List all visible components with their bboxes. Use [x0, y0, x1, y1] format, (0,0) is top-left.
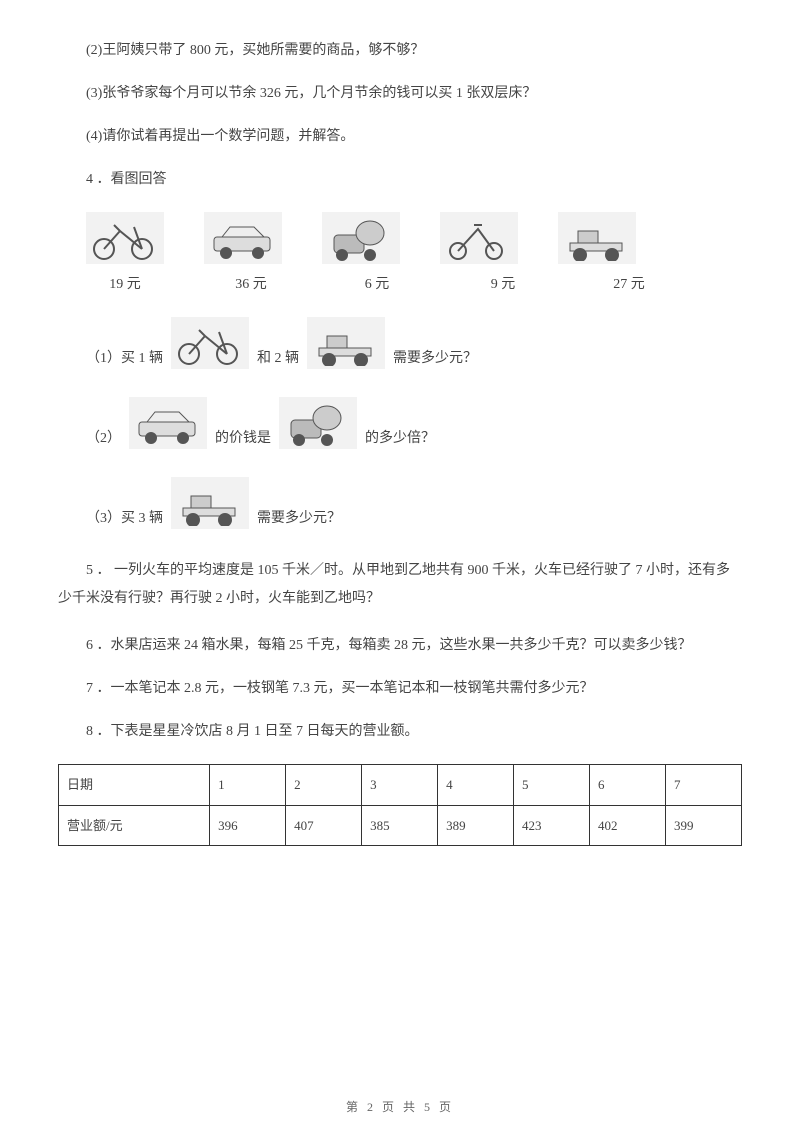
- table-cell: 407: [286, 805, 362, 846]
- sub-question-2: （2） 的价钱是 的多少倍？: [86, 397, 742, 449]
- sub2-prefix: （2）: [86, 428, 121, 449]
- table-cell: 396: [210, 805, 286, 846]
- table-cell: 营业额/元: [59, 805, 210, 846]
- sub1-prefix: （1）买 1 辆: [86, 348, 163, 369]
- table-cell: 423: [514, 805, 590, 846]
- table-row: 日期 1 2 3 4 5 6 7: [59, 765, 742, 806]
- table-cell: 399: [665, 805, 741, 846]
- table-cell: 1: [210, 765, 286, 806]
- question-4: (4)请你试着再提出一个数学问题，并解答。: [58, 126, 742, 147]
- table-cell: 日期: [59, 765, 210, 806]
- table-cell: 402: [590, 805, 666, 846]
- table-cell: 2: [286, 765, 362, 806]
- table-cell: 3: [362, 765, 438, 806]
- question-4-title: 4 ．看图回答: [58, 169, 742, 190]
- price-3: 6 元: [338, 274, 416, 295]
- table-cell: 4: [438, 765, 514, 806]
- table-cell: 385: [362, 805, 438, 846]
- toy-image-row: [86, 212, 742, 264]
- sub2-suffix: 的多少倍？: [365, 428, 435, 449]
- oldcar-icon: [558, 212, 636, 264]
- oldcar-icon: [171, 477, 249, 529]
- sub-question-3: （3）买 3 辆 需要多少元？: [86, 477, 742, 529]
- price-row: 19 元 36 元 6 元 9 元 27 元: [86, 274, 742, 295]
- table-cell: 389: [438, 805, 514, 846]
- bike-icon: [86, 212, 164, 264]
- price-2: 36 元: [212, 274, 290, 295]
- table-cell: 5: [514, 765, 590, 806]
- sub3-suffix: 需要多少元？: [257, 508, 341, 529]
- oldcar-icon: [307, 317, 385, 369]
- question-3: (3)张爷爷家每个月可以节余 326 元，几个月节余的钱可以买 1 张双层床？: [58, 83, 742, 104]
- sub1-suffix: 需要多少元？: [393, 348, 477, 369]
- dump-truck-icon: [322, 212, 400, 264]
- sub1-mid: 和 2 辆: [257, 348, 299, 369]
- question-8: 8 ．下表是星星冷饮店 8 月 1 日至 7 日每天的营业额。: [58, 721, 742, 742]
- price-1: 19 元: [86, 274, 164, 295]
- sub-question-1: （1）买 1 辆 和 2 辆 需要多少元？: [86, 317, 742, 369]
- bike-icon: [171, 317, 249, 369]
- page-footer: 第 2 页 共 5 页: [0, 1098, 800, 1116]
- sub3-prefix: （3）买 3 辆: [86, 508, 163, 529]
- dump-truck-icon: [279, 397, 357, 449]
- question-5: 5 ． 一列火车的平均速度是 105 千米／时。从甲地到乙地共有 900 千米，…: [58, 557, 742, 613]
- sales-table: 日期 1 2 3 4 5 6 7 营业额/元 396 407 385 389 4…: [58, 764, 742, 846]
- sub2-mid: 的价钱是: [215, 428, 271, 449]
- tricycle-icon: [440, 212, 518, 264]
- price-4: 9 元: [464, 274, 542, 295]
- car-icon: [129, 397, 207, 449]
- price-5: 27 元: [590, 274, 668, 295]
- table-cell: 6: [590, 765, 666, 806]
- question-7: 7 ．一本笔记本 2.8 元，一枝钢笔 7.3 元，买一本笔记本和一枝钢笔共需付…: [58, 678, 742, 699]
- table-cell: 7: [665, 765, 741, 806]
- car-icon: [204, 212, 282, 264]
- question-2: (2)王阿姨只带了 800 元，买她所需要的商品，够不够？: [58, 40, 742, 61]
- question-6: 6 ．水果店运来 24 箱水果，每箱 25 千克，每箱卖 28 元，这些水果一共…: [58, 635, 742, 656]
- table-row: 营业额/元 396 407 385 389 423 402 399: [59, 805, 742, 846]
